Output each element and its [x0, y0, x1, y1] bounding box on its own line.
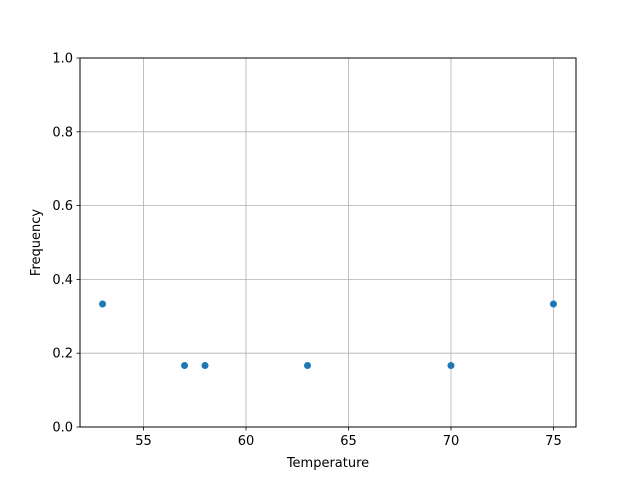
y-tick-label: 1.0 [52, 52, 73, 67]
data-points [99, 300, 557, 369]
x-axis-label: Temperature [286, 456, 369, 471]
data-point [201, 361, 209, 369]
y-tick-label: 0.2 [52, 347, 73, 362]
x-tick-label: 60 [238, 434, 255, 449]
y-tick-label: 0.6 [52, 199, 73, 214]
data-point [447, 361, 455, 369]
data-point [99, 300, 107, 308]
x-tick-label: 75 [545, 434, 562, 449]
y-tick-label: 0.4 [52, 273, 73, 288]
y-tick-label: 0.0 [52, 421, 73, 436]
grid [80, 57, 576, 428]
data-point [304, 361, 312, 369]
y-axis-label: Frequency [29, 209, 44, 276]
ticks: 55 60 65 70 75 0.0 0.2 0.4 0.6 0.8 1.0 [52, 52, 561, 450]
plot-frame [79, 57, 577, 428]
data-point [549, 300, 557, 308]
data-point [181, 361, 189, 369]
y-tick-label: 0.8 [52, 125, 73, 140]
x-tick-label: 55 [135, 434, 152, 449]
x-tick-label: 65 [340, 434, 357, 449]
x-tick-label: 70 [443, 434, 460, 449]
